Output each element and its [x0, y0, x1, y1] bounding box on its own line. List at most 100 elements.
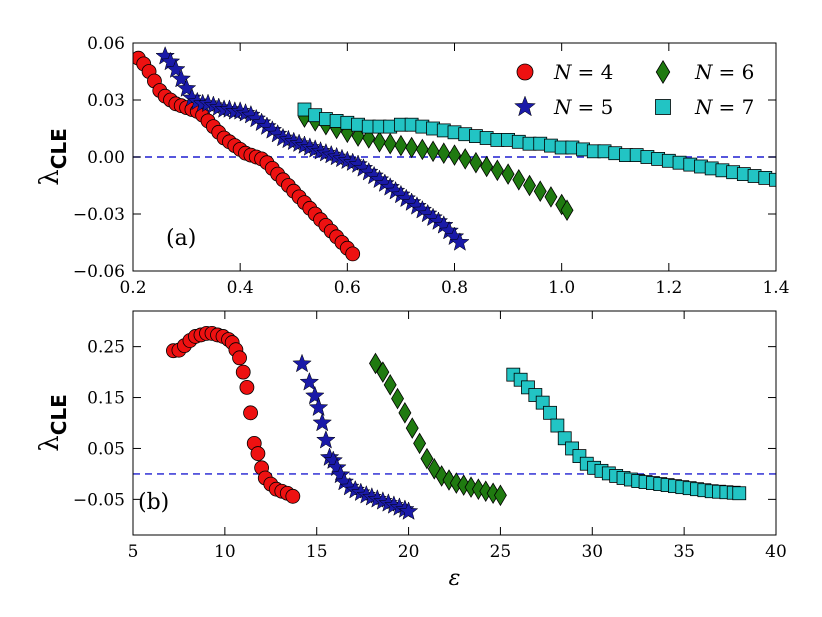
series-layer: [133, 45, 776, 262]
data-point: [383, 374, 397, 396]
data-point: [469, 151, 483, 174]
x-tick-label: 1.2: [655, 278, 682, 298]
legend-var: N: [553, 95, 573, 119]
legend-value: = 4: [578, 60, 614, 84]
data-point: [285, 488, 301, 504]
y-label-subscript: CLE: [47, 128, 71, 169]
data-point: [490, 159, 504, 182]
data-point: [533, 180, 547, 202]
axis-ticks: 0.2 0.4 0.6 0.8 1.0 1.2 1.4 −0.06 −0.03 0.00 0.03 0…: [73, 34, 790, 298]
legend-label: N = 5: [553, 95, 613, 119]
legend-marker-star: [514, 95, 536, 117]
axes-frame: [132, 310, 777, 536]
data-point: [420, 447, 434, 470]
data-point: [383, 132, 397, 155]
y-tick-label: −0.06: [73, 262, 125, 282]
legend-label: N = 7: [694, 95, 754, 119]
legend-item: N = 4: [516, 60, 613, 84]
x-tick-label: 30: [581, 542, 603, 562]
x-tick-label: 15: [306, 542, 328, 562]
data-point: [458, 148, 472, 170]
data-point: [437, 142, 451, 164]
data-point: [405, 136, 419, 159]
y-tick-label: 0.06: [87, 34, 125, 54]
series-square: [506, 367, 747, 501]
legend-value: = 7: [719, 95, 755, 119]
data-point: [544, 186, 558, 208]
data-point: [405, 417, 419, 439]
data-point: [312, 412, 333, 432]
data-point: [732, 486, 747, 501]
legend-var: N: [553, 60, 573, 84]
legend-var: N: [694, 60, 714, 84]
legend-value: = 5: [578, 95, 614, 119]
data-point: [512, 169, 526, 191]
y-label-subscript: CLE: [47, 394, 71, 435]
y-tick-label: −0.03: [73, 205, 125, 225]
y-axis-label: λCLE: [35, 394, 71, 452]
panel-label-b: (b): [138, 490, 169, 515]
data-point: [398, 402, 412, 424]
axis-ticks: 5 10 15 20 25 30 35 40 −0.05 0.05 0.15 0.25: [73, 311, 787, 562]
series-layer: [166, 325, 747, 520]
series-diamond: [369, 352, 507, 507]
legend-marker-circle: [516, 63, 534, 81]
series-star: [292, 353, 419, 520]
data-point: [232, 350, 247, 366]
data-point: [373, 131, 386, 153]
data-point: [171, 68, 192, 88]
x-tick-label: 10: [214, 542, 236, 562]
legend-label: N = 4: [553, 60, 613, 84]
legend-marker-diamond: [655, 59, 671, 85]
data-point: [166, 59, 186, 78]
data-point: [308, 397, 329, 417]
x-tick-label: 35: [673, 542, 695, 562]
data-point: [557, 431, 572, 446]
data-point: [239, 379, 255, 395]
y-label-symbol: λ: [35, 169, 65, 185]
x-tick-label: 1.0: [548, 278, 575, 298]
x-axis-label: ε: [449, 566, 461, 591]
y-tick-label: 0.03: [87, 91, 125, 111]
x-tick-label: 5: [128, 542, 139, 562]
series-circle: [133, 50, 361, 262]
legend-value: = 6: [719, 60, 755, 84]
panel-a: 0.2 0.4 0.6 0.8 1.0 1.2 1.4 −0.06 −0.03 0.00 0.03 0…: [35, 34, 790, 298]
series-square: [297, 102, 776, 187]
data-point: [426, 140, 440, 163]
x-tick-label: 1.4: [762, 278, 789, 298]
panel-label-a: (a): [166, 226, 196, 251]
data-point: [450, 232, 470, 251]
data-point: [501, 163, 515, 185]
y-tick-label: 0.00: [87, 148, 125, 168]
data-point: [316, 429, 336, 449]
data-point: [543, 405, 557, 420]
legend-item: N = 6: [655, 59, 755, 85]
data-point: [345, 246, 361, 262]
data-point: [299, 371, 320, 391]
y-axis-label: λCLE: [35, 128, 71, 186]
data-point: [235, 364, 251, 380]
legend-var: N: [694, 95, 714, 119]
data-point: [398, 501, 419, 520]
data-point: [413, 432, 427, 455]
data-point: [394, 134, 408, 157]
data-point: [523, 174, 536, 197]
data-point: [292, 353, 312, 373]
data-point: [391, 387, 405, 410]
legend-item: N = 7: [655, 95, 754, 119]
series-star: [155, 45, 470, 251]
x-tick-label: 25: [490, 542, 512, 562]
y-tick-label: 0.05: [87, 439, 125, 459]
data-point: [305, 385, 325, 405]
data-point: [493, 484, 507, 507]
legend-item: N = 5: [514, 95, 613, 119]
legend: N = 4N = 5N = 6N = 7: [514, 59, 755, 119]
x-tick-label: 20: [398, 542, 420, 562]
data-point: [160, 51, 181, 71]
data-point: [550, 418, 565, 433]
data-point: [560, 199, 574, 221]
x-tick-label: 0.2: [119, 278, 146, 298]
data-point: [250, 446, 266, 461]
